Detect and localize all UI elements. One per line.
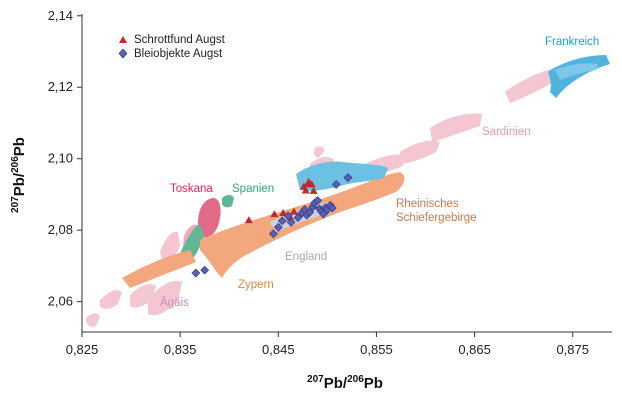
point-schrottfund — [309, 186, 318, 194]
point-bleiobjekte — [343, 173, 353, 183]
x-tick-label: 0,865 — [458, 342, 491, 357]
label-sardinien: Sardinien — [482, 126, 531, 138]
region-aegaeis — [86, 284, 156, 327]
point-schrottfund — [290, 207, 298, 215]
legend: Schrottfund Augst Bleiobjekte Augst — [118, 34, 226, 60]
region-sardinien — [100, 66, 565, 316]
data-points — [191, 173, 353, 278]
region-zypern — [122, 250, 196, 288]
label-frankreich: Frankreich — [545, 36, 599, 48]
legend-triangle-marker — [119, 36, 127, 43]
x-axis-title: 207Pb/206Pb — [307, 374, 383, 392]
point-bleiobjekte — [327, 203, 337, 213]
point-bleiobjekte — [283, 211, 293, 221]
point-bleiobjekte — [293, 213, 303, 223]
point-bleiobjekte — [268, 229, 278, 239]
x-ticks: 0,825 0,835 0,845 0,855 0,865 0,875 — [66, 332, 589, 357]
legend-diamond-marker — [118, 48, 128, 59]
region-toskana — [198, 198, 221, 238]
region-light-blue-field — [296, 161, 388, 191]
y-tick-label: 2,14 — [48, 8, 73, 23]
point-bleiobjekte — [273, 222, 283, 232]
point-bleiobjekte — [313, 196, 322, 205]
region-frankreich — [548, 55, 610, 98]
label-rheinisches-line1: Rheinisches — [396, 198, 459, 210]
y-tick-label: 2,06 — [48, 294, 73, 309]
label-zypern: Zypern — [238, 279, 274, 291]
y-ticks: 2,06 2,08 2,10 2,12 2,14 — [48, 8, 82, 309]
point-schrottfund — [270, 210, 279, 218]
point-schrottfund — [307, 180, 316, 188]
label-rheinisches-line2: Schiefergebirge — [396, 212, 477, 224]
label-rheinisches: Rheinisches Schiefergebirge — [396, 198, 477, 224]
point-bleiobjekte — [286, 217, 296, 227]
legend-label-bleiobjekte: Bleiobjekte Augst — [134, 48, 223, 60]
y-tick-label: 2,08 — [48, 222, 73, 237]
y-axis-title: 207Pb/206Pb — [10, 137, 28, 213]
x-tick-label: 0,855 — [360, 342, 393, 357]
point-bleiobjekte — [200, 265, 210, 275]
point-schrottfund — [301, 186, 310, 194]
x-tick-label: 0,875 — [556, 342, 589, 357]
label-spanien: Spanien — [232, 183, 274, 195]
point-schrottfund — [244, 216, 253, 224]
x-tick-label: 0,835 — [164, 342, 197, 357]
region-rheinisches-schiefergebirge — [200, 172, 405, 278]
label-toskana: Toskana — [170, 183, 213, 195]
x-tick-label: 0,845 — [262, 342, 295, 357]
point-schrottfund — [279, 209, 288, 217]
y-tick-label: 2,10 — [48, 151, 73, 166]
label-england: England — [285, 251, 327, 263]
region-spanien — [180, 195, 234, 266]
x-tick-label: 0,825 — [66, 342, 99, 357]
label-aegaeis: Ägäis — [160, 297, 189, 309]
point-bleiobjekte — [331, 180, 341, 189]
provenance-regions — [86, 55, 610, 327]
y-tick-label: 2,12 — [48, 79, 73, 94]
point-bleiobjekte — [277, 216, 287, 226]
point-bleiobjekte — [191, 268, 201, 278]
legend-label-schrottfund: Schrottfund Augst — [134, 34, 226, 46]
